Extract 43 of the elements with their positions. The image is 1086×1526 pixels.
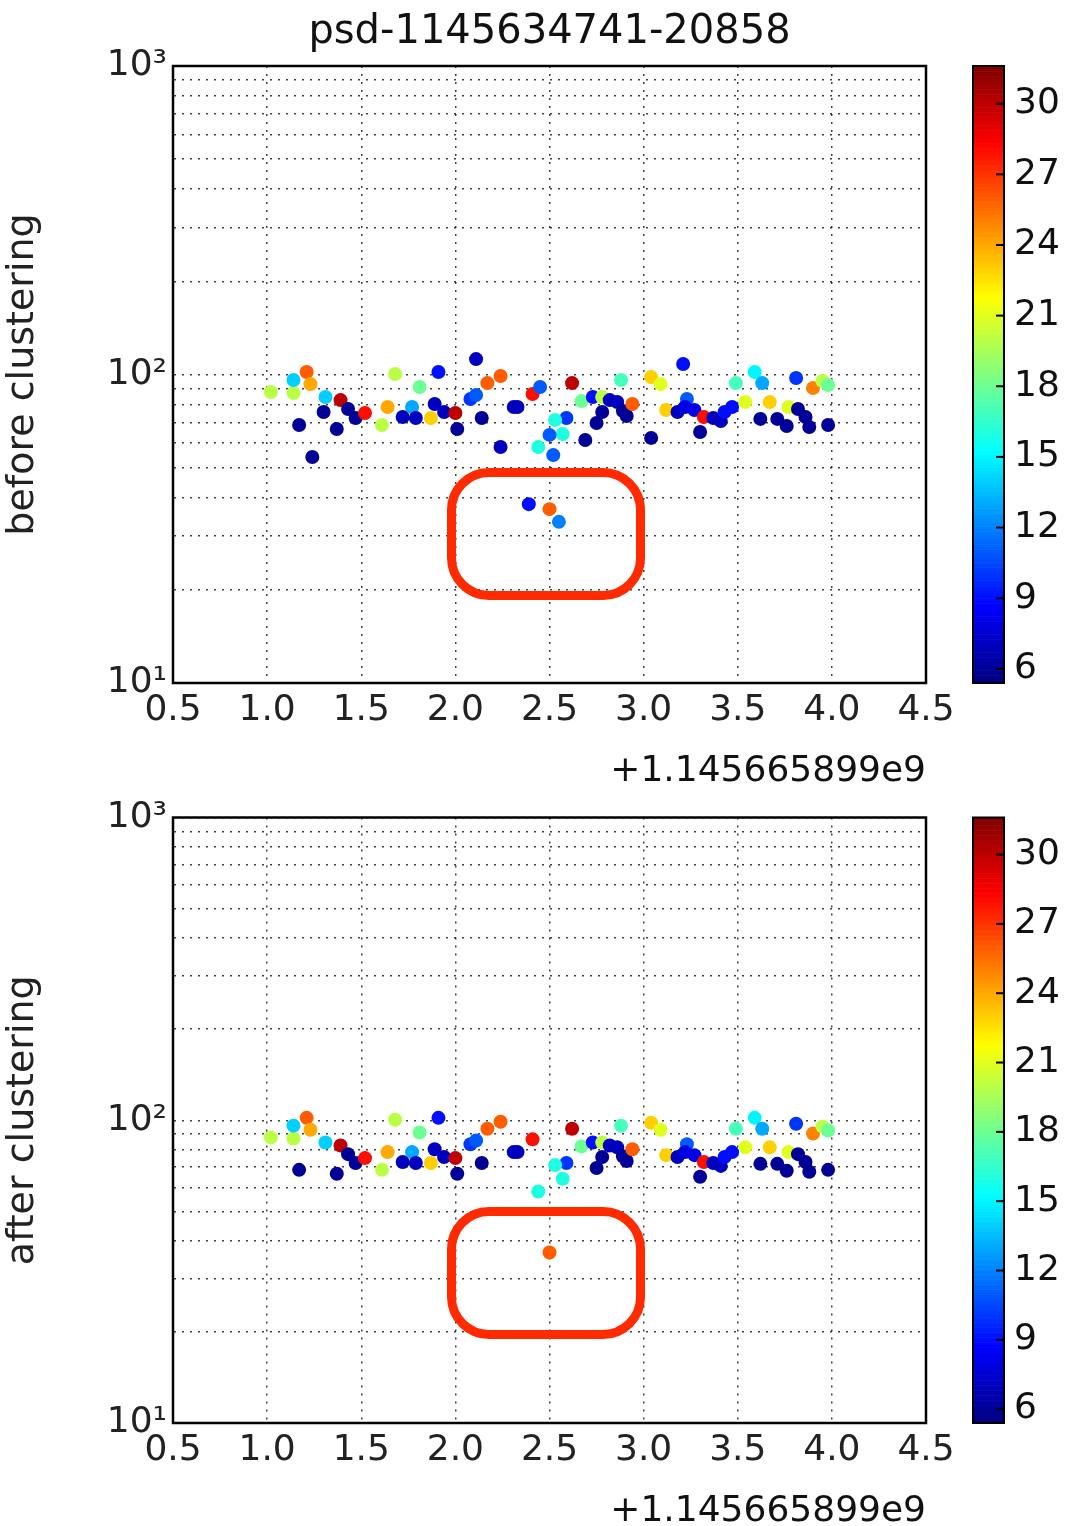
color-bar-label: 24 (1014, 969, 1060, 1011)
y-tick-label: 10³ (106, 42, 167, 84)
chart-title: psd-1145634741-20858 (308, 6, 791, 53)
color-bar-label: 12 (1014, 1246, 1060, 1288)
y-tick-label: 10² (106, 350, 167, 392)
x-tick-label: 4.0 (803, 1426, 861, 1468)
text: +1.145665899e9 (610, 1488, 926, 1526)
color-bar-label: 30 (1014, 80, 1060, 122)
color-bar-label: 9 (1014, 574, 1037, 616)
color-bar-label: 15 (1014, 1177, 1060, 1219)
color-bar-label: 21 (1014, 1038, 1060, 1080)
y-axis-title: before clustering (0, 213, 42, 536)
color-bar-label: 30 (1014, 830, 1060, 872)
x-tick-label: 3.0 (614, 686, 673, 728)
color-bar-label: 27 (1014, 900, 1060, 942)
color-bar-label: 27 (1014, 150, 1060, 192)
x-tick-label: 4.0 (803, 686, 861, 728)
color-bar-label: 12 (1014, 503, 1060, 545)
color-bar-label: 15 (1014, 433, 1060, 475)
x-tick-label: 1.5 (332, 1426, 390, 1468)
y-tick-label: 10³ (106, 793, 167, 835)
x-tick-label: 1.0 (238, 1426, 296, 1468)
color-bar-label: 18 (1014, 1108, 1060, 1150)
x-tick-label: 1.0 (238, 686, 296, 728)
x-tick-label: 4.5 (897, 686, 955, 728)
color-bar-label: 18 (1014, 362, 1060, 404)
color-bar-label: 6 (1014, 645, 1037, 687)
x-tick-label: 2.0 (426, 686, 485, 728)
color-bar-label: 24 (1014, 221, 1060, 263)
x-tick-label: 3.0 (614, 1426, 673, 1468)
x-tick-label: 2.5 (520, 686, 579, 728)
x-tick-label: 4.5 (897, 1426, 955, 1468)
color-bar-label: 9 (1014, 1316, 1037, 1358)
text: +1.145665899e9 (610, 748, 926, 789)
color-bar-label: 21 (1014, 291, 1060, 333)
y-axis-title: after clustering (0, 975, 42, 1266)
x-tick-label: 2.0 (426, 1426, 485, 1468)
x-tick-label: 3.5 (709, 686, 767, 728)
x-tick-label: 1.5 (332, 686, 390, 728)
x-tick-label: 2.5 (520, 1426, 579, 1468)
x-tick-label: 3.5 (709, 1426, 767, 1468)
y-tick-label: 10² (106, 1096, 167, 1138)
color-bar-label: 6 (1014, 1385, 1037, 1427)
